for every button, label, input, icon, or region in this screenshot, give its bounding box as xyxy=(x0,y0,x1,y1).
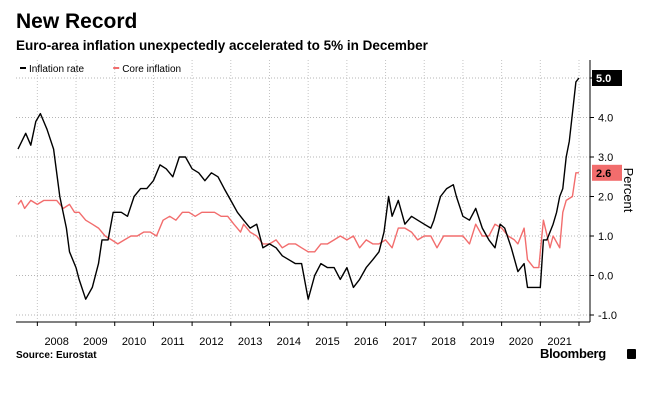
last-value-label-text: 2.6 xyxy=(596,168,611,180)
legend: Inflation rate Core inflation xyxy=(20,64,181,75)
chart-title: New Record xyxy=(16,10,138,33)
x-axis-ticks: 2008 2009 2010 2011 2012 2013 2014 2015 2016 2017… xyxy=(36,322,580,348)
last-value-labels: 5.0 2.6 xyxy=(592,70,622,181)
y-tick-label: 3.0 xyxy=(598,152,613,164)
chart-subtitle: Euro-area inflation unexpectedly acceler… xyxy=(16,38,428,53)
y-tick-label: 1.0 xyxy=(598,231,613,243)
legend-label: Inflation rate xyxy=(29,64,84,75)
bloomberg-logo: Bloomberg xyxy=(540,346,606,361)
x-tick-label: 2013 xyxy=(238,336,262,348)
x-tick-label: 2021 xyxy=(547,336,571,348)
y-axis-label: Percent xyxy=(621,168,636,213)
series-line-inflation-rate xyxy=(17,77,580,300)
x-tick-label: 2016 xyxy=(354,336,378,348)
x-tick-label: 2019 xyxy=(470,336,494,348)
y-tick-label: 4.0 xyxy=(598,113,613,125)
last-value-label-bg xyxy=(592,70,622,86)
x-tick-label: 2008 xyxy=(44,336,68,348)
legend-label: Core inflation xyxy=(122,64,181,75)
x-tick-label: 2010 xyxy=(122,336,146,348)
series-lines xyxy=(17,77,580,300)
series-line-core-inflation xyxy=(17,172,579,269)
gridlines xyxy=(16,60,590,322)
y-tick-label: 0.0 xyxy=(598,271,613,283)
x-tick-label: 2020 xyxy=(509,336,533,348)
x-tick-label: 2012 xyxy=(199,336,223,348)
x-tick-label: 2009 xyxy=(83,336,107,348)
x-tick-label: 2017 xyxy=(393,336,417,348)
last-value-label-text: 5.0 xyxy=(596,73,611,85)
x-tick-label: 2015 xyxy=(315,336,339,348)
x-tick-label: 2011 xyxy=(161,336,185,348)
x-tick-label: 2014 xyxy=(277,336,301,348)
y-tick-label: 2.0 xyxy=(598,192,613,204)
source-note: Source: Eurostat xyxy=(16,350,97,361)
x-tick-label: 2018 xyxy=(431,336,455,348)
last-value-label: 2.6 xyxy=(592,164,622,181)
last-value-label: 5.0 xyxy=(592,70,622,86)
bloomberg-mark-icon xyxy=(627,349,636,359)
last-value-label-bg xyxy=(592,164,622,181)
y-axis-ticks: 5.0 4.0 3.0 2.0 1.0 0.0 -1.0 xyxy=(590,73,617,322)
y-tick-label: -1.0 xyxy=(598,310,617,322)
